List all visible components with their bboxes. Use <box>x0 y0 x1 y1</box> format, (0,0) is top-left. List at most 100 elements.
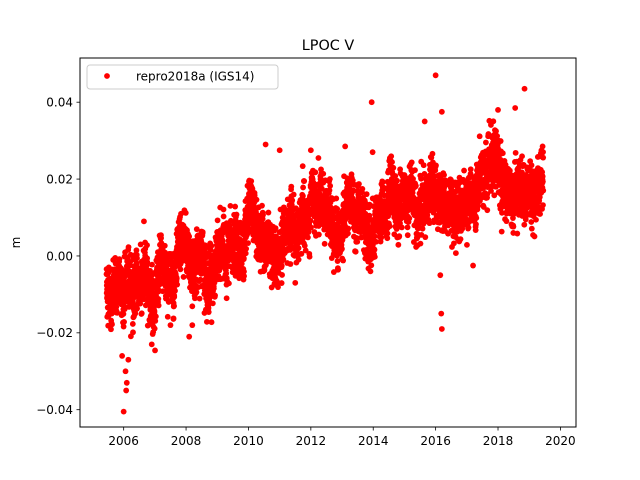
data-point <box>152 313 159 320</box>
data-point <box>287 261 294 267</box>
data-point <box>223 270 230 277</box>
data-point <box>339 246 345 252</box>
data-point <box>412 167 418 174</box>
data-point <box>531 233 538 240</box>
data-point <box>419 225 426 232</box>
data-point <box>413 182 419 189</box>
data-point <box>519 153 525 160</box>
data-point <box>394 177 400 184</box>
data-point <box>155 302 162 309</box>
data-point <box>152 347 158 354</box>
data-point <box>245 240 251 246</box>
data-point <box>315 155 322 161</box>
data-point <box>514 230 521 237</box>
data-point <box>208 242 215 249</box>
data-point <box>406 215 413 222</box>
data-point <box>151 325 158 332</box>
data-point <box>398 224 405 231</box>
data-point <box>151 308 158 314</box>
data-point <box>120 408 127 415</box>
data-point <box>483 139 489 146</box>
data-point <box>173 275 180 282</box>
data-point <box>212 292 218 299</box>
data-point <box>278 280 285 286</box>
data-point <box>441 172 447 178</box>
data-point <box>429 150 436 157</box>
data-point <box>540 154 547 161</box>
data-point <box>121 318 127 325</box>
data-point <box>404 224 411 231</box>
data-point <box>457 236 464 243</box>
data-point <box>137 241 144 248</box>
data-point <box>497 138 504 144</box>
data-point <box>125 356 132 363</box>
data-point <box>202 242 209 249</box>
data-point <box>404 232 411 239</box>
data-point <box>470 262 476 269</box>
x-tick-label: 2006 <box>108 434 139 448</box>
data-point <box>369 149 376 156</box>
data-point <box>196 295 203 302</box>
data-point <box>390 164 397 171</box>
data-point <box>395 241 402 248</box>
data-point <box>152 317 159 324</box>
legend: repro2018a (IGS14) <box>86 64 279 90</box>
data-point <box>359 185 366 192</box>
data-point <box>452 250 459 256</box>
data-point <box>476 133 483 140</box>
data-point <box>120 311 127 317</box>
data-point <box>512 105 519 111</box>
x-tick-label: 2018 <box>483 434 514 448</box>
data-point <box>340 257 347 264</box>
data-point <box>307 147 314 154</box>
chart-title: LPOC V <box>302 38 355 54</box>
data-point <box>301 178 308 184</box>
data-point <box>495 106 501 113</box>
data-point <box>220 206 227 213</box>
data-point <box>265 209 272 216</box>
data-point <box>205 309 212 315</box>
data-point <box>167 322 174 329</box>
data-point <box>161 242 168 249</box>
data-point <box>371 253 378 260</box>
data-point <box>539 178 546 185</box>
data-point <box>137 300 144 307</box>
data-point <box>333 195 340 202</box>
y-axis-label: m <box>9 237 23 249</box>
data-point <box>233 211 240 218</box>
data-point <box>171 303 177 310</box>
data-point <box>170 315 177 322</box>
data-point <box>209 300 216 307</box>
data-point <box>127 251 134 258</box>
data-point <box>189 322 196 329</box>
data-point <box>473 221 479 228</box>
data-point <box>133 247 140 254</box>
data-point <box>300 184 306 191</box>
data-point <box>305 234 311 241</box>
data-point <box>368 262 375 269</box>
legend-marker <box>104 73 110 79</box>
data-point <box>315 231 322 238</box>
data-point <box>326 176 333 182</box>
data-point <box>171 293 178 300</box>
data-point <box>388 153 395 160</box>
data-point <box>210 285 217 292</box>
data-point <box>288 183 295 190</box>
data-point <box>300 193 306 199</box>
data-point <box>345 230 351 237</box>
data-point <box>164 313 171 320</box>
data-point <box>241 268 247 275</box>
y-tick-label: 0.04 <box>46 96 73 110</box>
data-point <box>537 211 543 217</box>
data-point <box>109 321 115 328</box>
data-point <box>189 303 196 310</box>
data-point <box>510 223 517 230</box>
data-point <box>243 245 250 252</box>
data-point <box>438 310 445 317</box>
data-point <box>214 217 221 224</box>
data-point <box>433 162 439 169</box>
data-point <box>186 233 193 240</box>
data-point <box>177 266 184 273</box>
data-point <box>220 213 227 220</box>
